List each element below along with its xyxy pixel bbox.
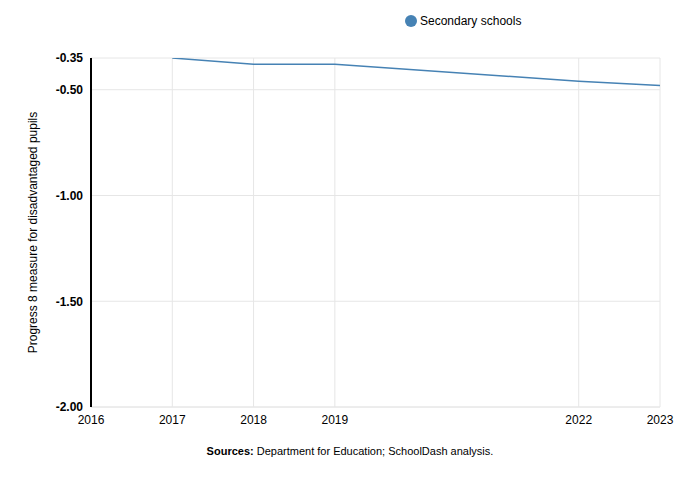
svg-text:2023: 2023 — [647, 413, 674, 427]
svg-text:-1.50: -1.50 — [56, 295, 84, 309]
svg-text:2016: 2016 — [78, 413, 105, 427]
svg-text:-2.00: -2.00 — [56, 400, 84, 414]
html-text:Secondary schools: Secondary schools — [420, 14, 522, 28]
svg-text:2022: 2022 — [565, 413, 592, 427]
svg-text:Progress 8 measure for disadva: Progress 8 measure for disadvantaged pup… — [26, 112, 40, 353]
html-text:Sources: Department for Educat: Sources: Department for Education; Schoo… — [206, 445, 494, 457]
svg-text:2017: 2017 — [159, 413, 186, 427]
svg-text:-0.35: -0.35 — [56, 51, 84, 65]
svg-text:2018: 2018 — [240, 413, 267, 427]
svg-text:-1.00: -1.00 — [56, 189, 84, 203]
svg-text:2019: 2019 — [322, 413, 349, 427]
svg-text:-0.50: -0.50 — [56, 83, 84, 97]
